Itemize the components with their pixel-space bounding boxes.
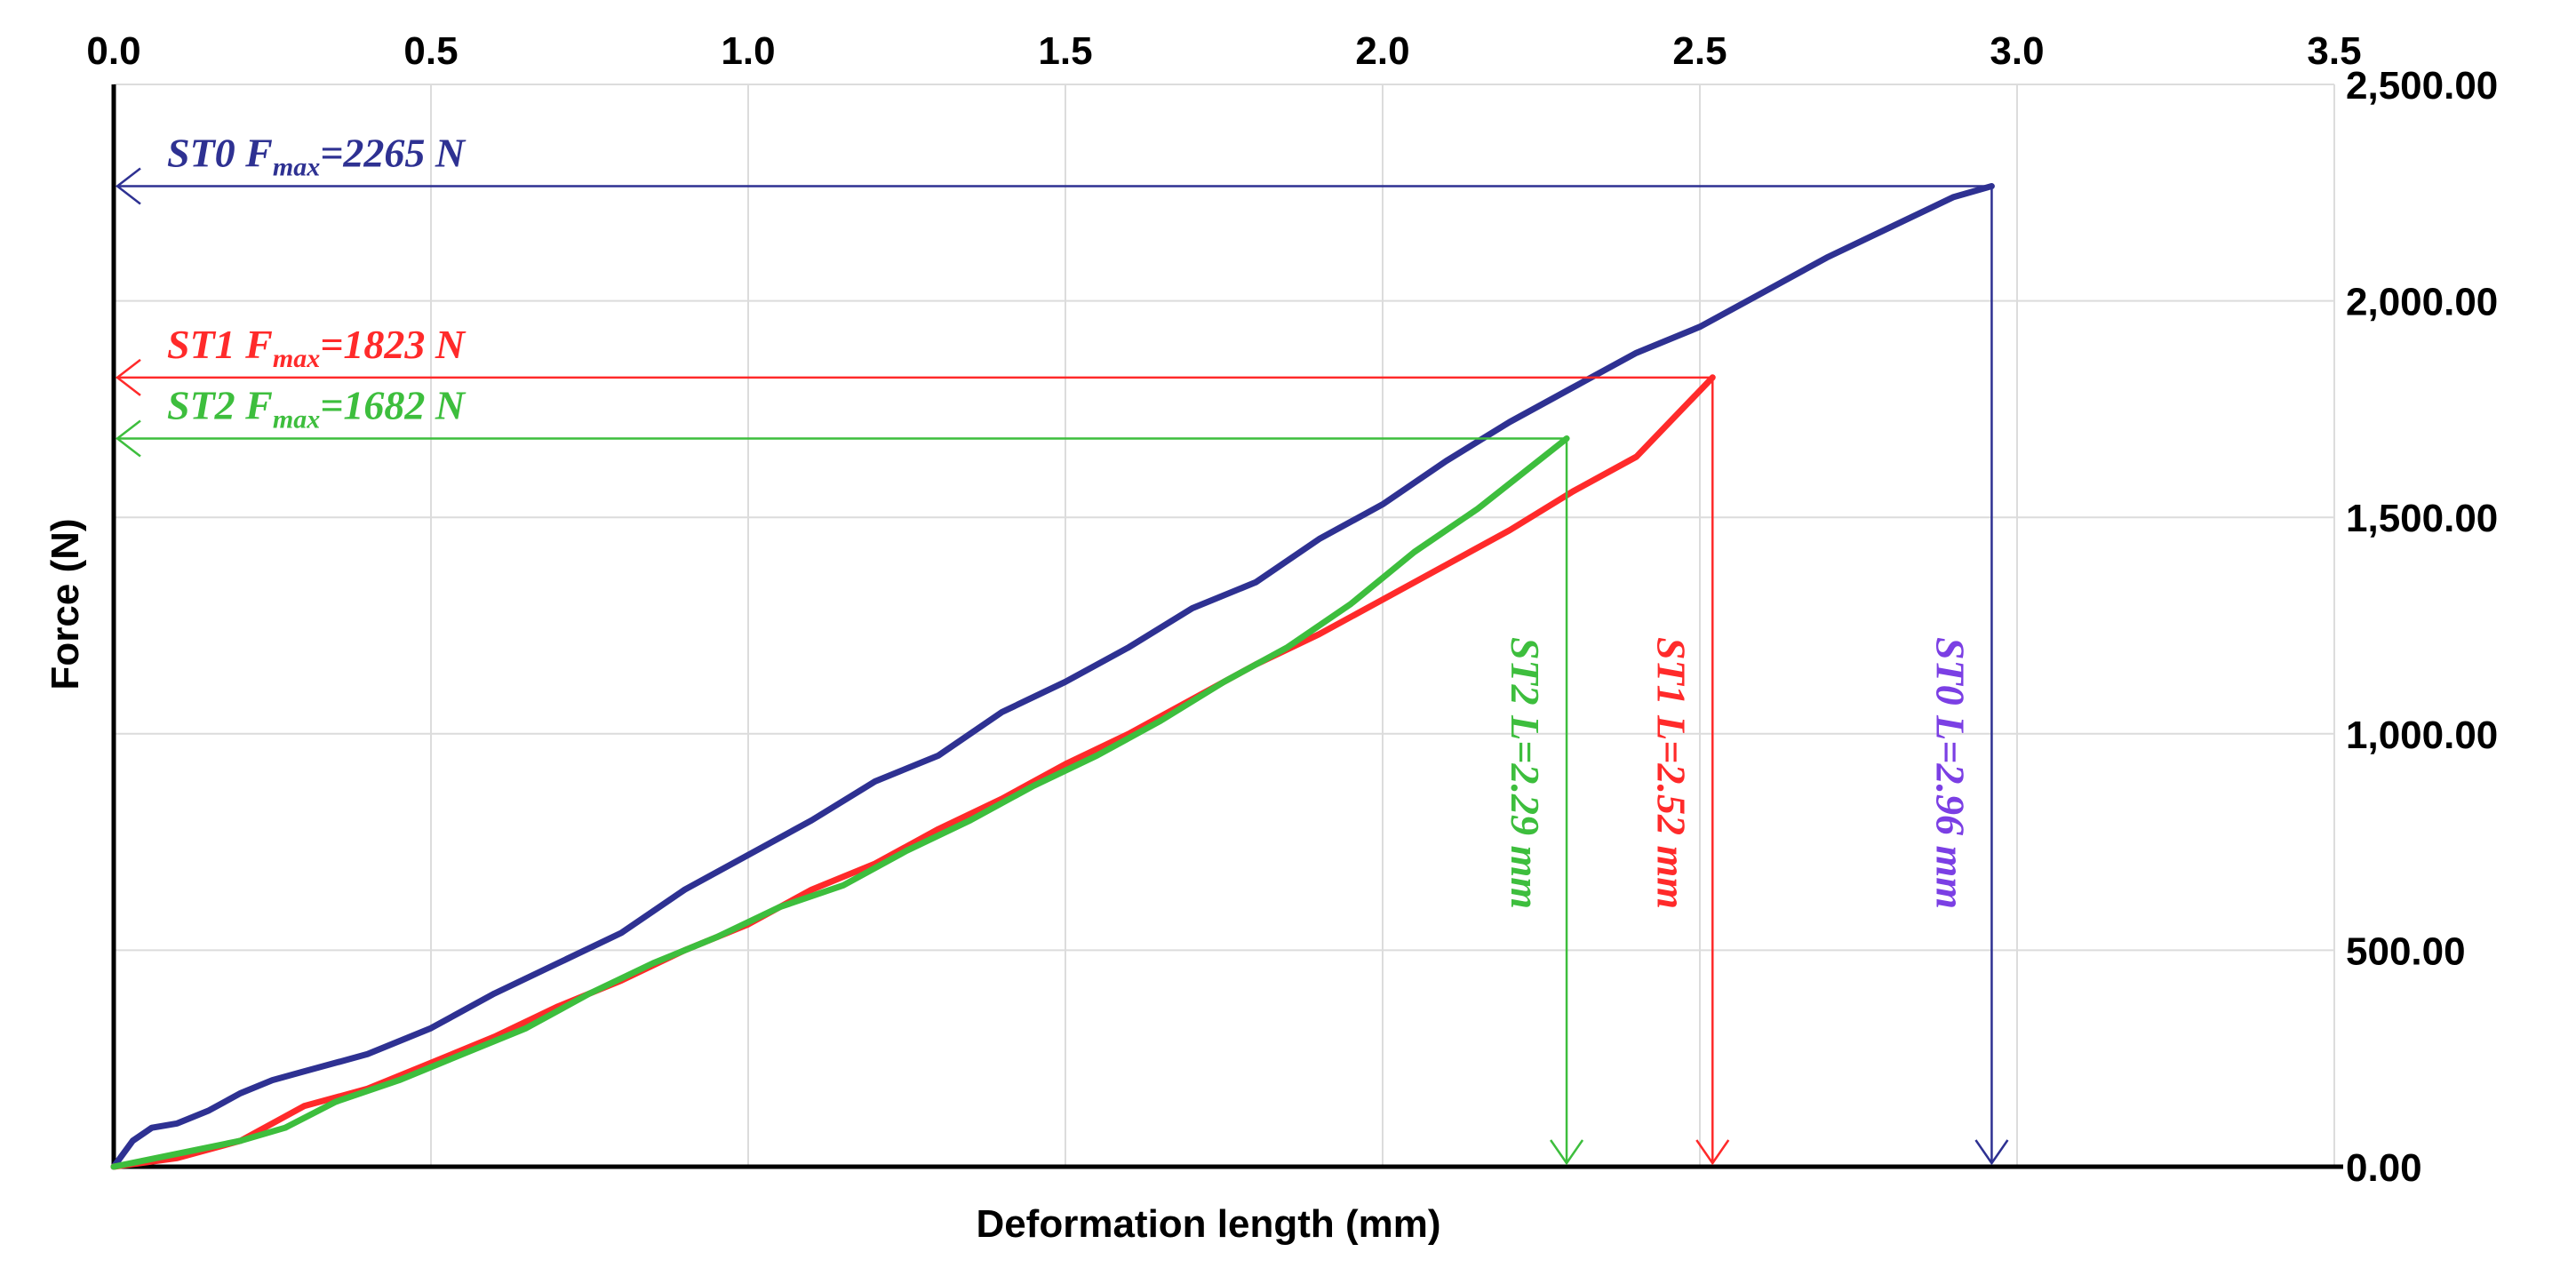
length-label-st2: ST2 L=2.29 mm [1503, 637, 1548, 909]
fmax-label-st2: ST2 Fmax=1682 N [167, 383, 467, 435]
fmax-label-st0: ST0 Fmax=2265 N [167, 130, 467, 181]
x-tick-label: 1.0 [721, 29, 775, 73]
series-line-st2 [110, 435, 1570, 1170]
series-line-st0 [110, 183, 1995, 1170]
x-tick-label: 1.5 [1038, 29, 1092, 73]
length-arrowhead [1550, 1139, 1584, 1166]
x-tick-label: 0.5 [403, 29, 458, 73]
fmax-label-st1: ST1 Fmax=1823 N [167, 322, 467, 373]
x-tick-label: 0.0 [86, 29, 140, 73]
y-tick-label: 1,000.00 [2346, 714, 2498, 757]
length-arrowhead [1695, 1139, 1730, 1166]
fmax-arrowhead [115, 167, 141, 205]
y-tick-label: 2,500.00 [2346, 64, 2498, 108]
x-tick-label: 3.0 [1990, 29, 2044, 73]
x-axis-label: Deformation length (mm) [976, 1202, 1440, 1246]
axes [111, 84, 2343, 1169]
length-label-st1: ST1 L=2.52 mm [1648, 637, 1694, 909]
x-tick-label: 3.5 [2307, 29, 2361, 73]
annotation-guides [115, 167, 2009, 1166]
y-tick-label: 0.00 [2346, 1146, 2422, 1190]
y-tick-label: 500.00 [2346, 929, 2466, 973]
x-tick-label: 2.0 [1355, 29, 1409, 73]
length-label-st0: ST0 L=2.96 mm [1927, 637, 1973, 909]
series-line-st1 [110, 374, 1716, 1170]
x-tick-label: 2.5 [1672, 29, 1727, 73]
grid [114, 84, 2335, 1167]
fmax-arrowhead [115, 358, 141, 396]
annotation-labels: ST0 Fmax=2265 N ST1 Fmax=1823 N ST2 Fmax=1… [167, 130, 1973, 909]
y-tick-label: 1,500.00 [2346, 497, 2498, 540]
y-tick-labels: 0.00 500.00 1,000.00 1,500.00 2,000.00 2,500.… [2346, 64, 2498, 1190]
series-lines [110, 183, 1995, 1170]
length-arrowhead [1974, 1139, 2009, 1166]
fmax-arrowhead [115, 419, 141, 458]
y-tick-label: 2,000.00 [2346, 281, 2498, 324]
x-tick-labels: 0.0 0.5 1.0 1.5 2.0 2.5 3.0 3.5 [86, 29, 2361, 73]
y-axis-label: Force (N) [44, 518, 87, 690]
